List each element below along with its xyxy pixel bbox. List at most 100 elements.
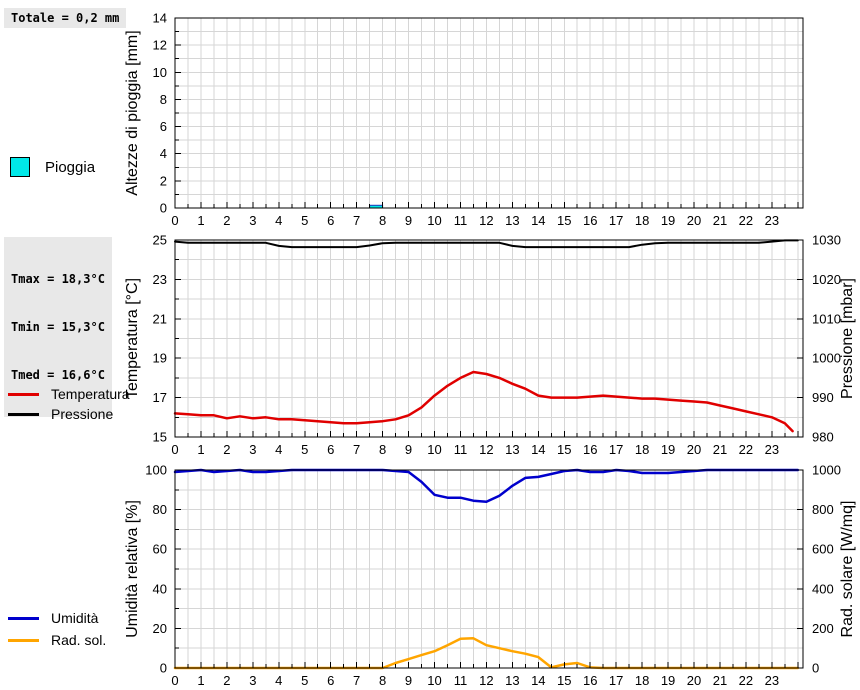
x-tick-label: 4 — [275, 442, 282, 457]
y-right-tick-label: 400 — [812, 581, 834, 596]
x-tick-label: 23 — [765, 673, 779, 688]
y-left-tick-label: 20 — [153, 621, 167, 636]
x-tick-label: 19 — [661, 673, 675, 688]
x-tick-label: 13 — [505, 213, 519, 228]
y-right-tick-label: 1000 — [812, 463, 841, 478]
x-tick-label: 22 — [739, 442, 753, 457]
x-tick-label: 21 — [713, 442, 727, 457]
x-tick-label: 3 — [249, 442, 256, 457]
x-tick-label: 15 — [557, 673, 571, 688]
x-tick-label: 22 — [739, 213, 753, 228]
x-tick-label: 1 — [197, 213, 204, 228]
x-tick-label: 5 — [301, 442, 308, 457]
x-tick-label: 14 — [531, 673, 545, 688]
x-tick-label: 8 — [379, 673, 386, 688]
x-tick-label: 20 — [687, 673, 701, 688]
x-tick-label: 10 — [427, 442, 441, 457]
temperature-legend: Temperatura — [8, 386, 130, 402]
y-left-tick-label: 10 — [153, 65, 167, 80]
x-tick-label: 21 — [713, 213, 727, 228]
y-left-tick-label: 8 — [160, 92, 167, 107]
temperature-pressure-ticks — [175, 239, 803, 438]
rain-legend: Pioggia — [10, 157, 95, 177]
y-right-tick-label: 200 — [812, 621, 834, 636]
x-tick-label: 23 — [765, 442, 779, 457]
x-tick-label: 10 — [427, 673, 441, 688]
x-tick-label: 3 — [249, 213, 256, 228]
y-left-tick-label: 60 — [153, 542, 167, 557]
y-left-tick-label: 23 — [153, 272, 167, 287]
x-tick-label: 5 — [301, 213, 308, 228]
x-tick-label: 7 — [353, 213, 360, 228]
humidity-line-icon — [8, 616, 39, 620]
y-left-tick-label: 100 — [145, 463, 167, 478]
x-tick-label: 9 — [405, 213, 412, 228]
y-left-tick-label: 17 — [153, 390, 167, 405]
x-tick-label: 0 — [171, 213, 178, 228]
pressure-line-icon — [8, 412, 39, 416]
humidity-legend-label: Umidità — [51, 610, 99, 626]
temperature-line-icon — [8, 392, 39, 396]
x-tick-label: 17 — [609, 442, 623, 457]
pressure-legend: Pressione — [8, 406, 113, 422]
humidity-solar-ticks — [175, 469, 803, 669]
y-right-tick-label: 800 — [812, 502, 834, 517]
x-tick-label: 14 — [531, 213, 545, 228]
temperature-stats-box: Tmax = 18,3°C Tmin = 15,3°C Tmed = 16,6°… — [4, 237, 112, 417]
x-tick-label: 7 — [353, 673, 360, 688]
x-tick-label: 6 — [327, 673, 334, 688]
humidity-solar-left-axis-title: Umidità relativa [%] — [124, 500, 141, 638]
y-right-tick-label: 1010 — [812, 311, 841, 326]
x-tick-label: 16 — [583, 442, 597, 457]
pressure-legend-label: Pressione — [51, 406, 114, 422]
rain-chart: 0 1 2 3 4 5 6 7 8 9 10 11 12 13 14 15 16 17 18 19 20 21 22 2302… — [124, 11, 804, 228]
y-left-tick-label: 0 — [160, 201, 167, 216]
x-tick-label: 6 — [327, 213, 334, 228]
y-left-tick-label: 25 — [153, 233, 167, 248]
x-tick-label: 2 — [223, 673, 230, 688]
y-right-tick-label: 1000 — [812, 351, 841, 366]
temperature-pressure-chart: 0 1 2 3 4 5 6 7 8 9 10 11 12 13 14 15 16 17 18 19 20 21 22 2315… — [124, 233, 856, 458]
x-tick-label: 15 — [557, 213, 571, 228]
x-tick-label: 17 — [609, 213, 623, 228]
x-tick-label: 18 — [635, 673, 649, 688]
y-right-tick-label: 980 — [812, 430, 834, 445]
y-right-tick-label: 990 — [812, 390, 834, 405]
x-tick-label: 17 — [609, 673, 623, 688]
x-tick-label: 11 — [454, 213, 468, 228]
y-left-tick-label: 19 — [153, 351, 167, 366]
pressione-line — [174, 239, 799, 249]
x-tick-label: 18 — [635, 213, 649, 228]
x-tick-label: 11 — [454, 442, 468, 457]
rain-legend-label: Pioggia — [45, 158, 96, 176]
temperature-pressure-tick-labels: 0 1 2 3 4 5 6 7 8 9 10 11 12 13 14 15 16 17 18 19 20 21 22 2315… — [153, 233, 841, 458]
x-tick-label: 0 — [171, 442, 178, 457]
temperatura-line — [173, 370, 794, 433]
x-tick-label: 11 — [454, 673, 468, 688]
x-tick-label: 3 — [249, 673, 256, 688]
tmax-label: Tmax = 18,3°C — [11, 272, 105, 286]
x-tick-label: 6 — [327, 442, 334, 457]
x-tick-label: 8 — [379, 442, 386, 457]
x-tick-label: 20 — [687, 442, 701, 457]
y-left-tick-label: 21 — [153, 311, 167, 326]
rain-left-axis-title: Altezze di pioggia [mm] — [124, 30, 141, 195]
y-left-tick-label: 40 — [153, 581, 167, 596]
y-right-tick-label: 0 — [812, 661, 819, 676]
tmed-label: Tmed = 16,6°C — [11, 368, 105, 382]
y-left-tick-label: 12 — [153, 38, 167, 53]
rain-total-label: Totale = 0,2 mm — [4, 8, 127, 28]
x-tick-label: 10 — [427, 213, 441, 228]
y-right-tick-label: 1020 — [812, 272, 841, 287]
x-tick-label: 0 — [171, 673, 178, 688]
humidity-solar-grid — [175, 470, 803, 668]
humidity-legend: Umidità — [8, 610, 98, 626]
y-left-tick-label: 2 — [160, 173, 167, 188]
y-left-tick-label: 14 — [153, 11, 167, 26]
x-tick-label: 5 — [301, 673, 308, 688]
temperature-legend-label: Temperatura — [51, 386, 130, 402]
umidit--line — [173, 468, 800, 503]
rain-grid — [175, 18, 803, 208]
x-tick-label: 18 — [635, 442, 649, 457]
